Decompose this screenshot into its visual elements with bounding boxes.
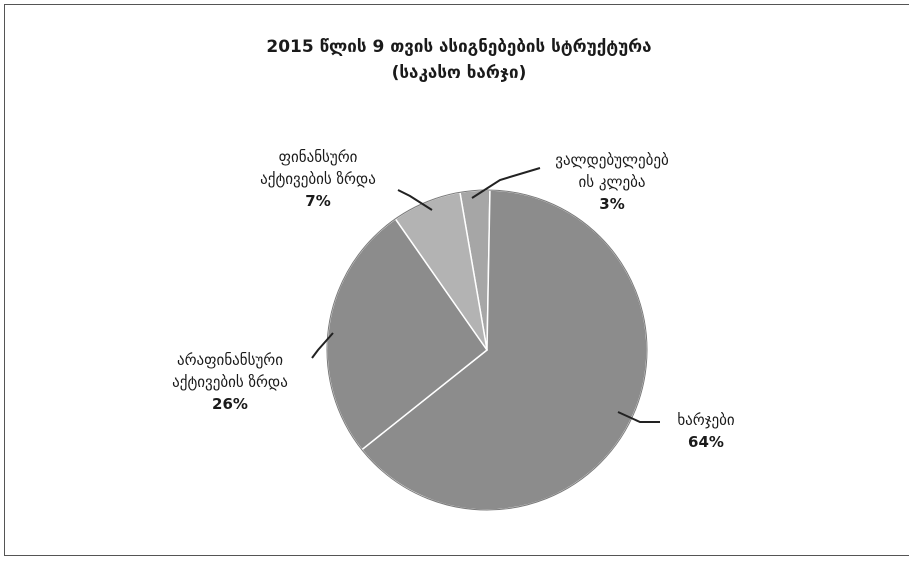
slice-label-line: აქტივების ზრდა [172,373,288,391]
slice-percent-label: 7% [305,192,330,210]
slice-label-2: არაფინანსური აქტივების ზრდა 26% [172,351,288,413]
slice-label-0: ვალდებულებებ ის კლება 3% [555,151,669,213]
slice-label-line: ვალდებულებებ [555,151,669,169]
slice-percent-label: 26% [212,395,248,413]
slice-label-3: ფინანსური აქტივების ზრდა 7% [260,148,376,210]
slice-percent-label: 64% [688,433,724,451]
slice-label-line: ის კლება [579,173,646,191]
slice-label-line: ხარჯები [677,411,735,429]
slice-label-line: აქტივების ზრდა [260,170,376,188]
slice-label-1: ხარჯები 64% [677,411,735,451]
slice-label-line: ფინანსური [279,148,358,166]
slice-label-line: არაფინანსური [177,351,283,369]
slice-percent-label: 3% [599,195,624,213]
